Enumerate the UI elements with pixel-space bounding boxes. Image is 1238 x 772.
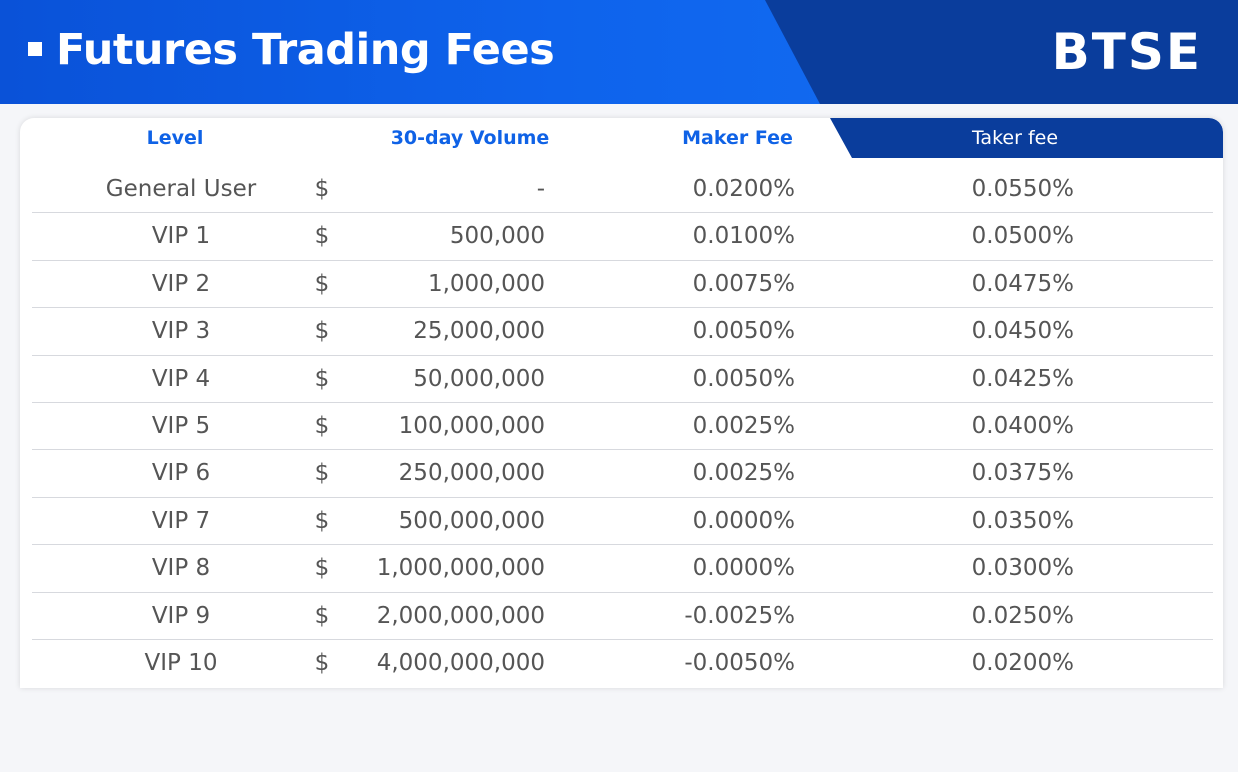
cell-currency: $ [314, 412, 330, 439]
column-header-volume: 30-day Volume [390, 127, 550, 149]
cell-volume: 500,000,000 [398, 507, 545, 534]
cell-level: VIP 6 [151, 460, 211, 487]
fee-table: Level 30-day Volume Maker Fee Taker fee … [20, 118, 1223, 688]
table-row: VIP 9 $ 2,000,000,000 -0.0025% 0.0250% [32, 593, 1213, 640]
cell-currency: $ [314, 460, 330, 487]
cell-volume: 100,000,000 [398, 412, 545, 439]
table-row: VIP 10 $ 4,000,000,000 -0.0050% 0.0200% [32, 640, 1213, 687]
cell-maker-fee: 0.0025% [692, 412, 795, 439]
table-row: VIP 8 $ 1,000,000,000 0.0000% 0.0300% [32, 545, 1213, 593]
brand-logo: BTSE [1051, 23, 1202, 81]
table-row: VIP 4 $ 50,000,000 0.0050% 0.0425% [32, 356, 1213, 403]
cell-taker-fee: 0.0500% [971, 223, 1074, 250]
cell-maker-fee: 0.0025% [692, 460, 795, 487]
cell-level: VIP 9 [151, 602, 211, 629]
cell-currency: $ [314, 555, 330, 582]
cell-maker-fee: 0.0100% [692, 223, 795, 250]
cell-maker-fee: 0.0075% [692, 270, 795, 297]
cell-volume: 1,000,000,000 [376, 555, 545, 582]
cell-taker-fee: 0.0375% [971, 460, 1074, 487]
cell-maker-fee: 0.0050% [692, 365, 795, 392]
cell-currency: $ [314, 507, 330, 534]
table-row: VIP 1 $ 500,000 0.0100% 0.0500% [32, 213, 1213, 261]
cell-volume: 500,000 [449, 223, 545, 250]
cell-taker-fee: 0.0475% [971, 270, 1074, 297]
cell-taker-fee: 0.0350% [971, 507, 1074, 534]
table-row: VIP 5 $ 100,000,000 0.0025% 0.0400% [32, 403, 1213, 451]
table-row: VIP 7 $ 500,000,000 0.0000% 0.0350% [32, 498, 1213, 546]
cell-level: VIP 7 [151, 507, 211, 534]
cell-volume: 25,000,000 [413, 318, 545, 345]
cell-currency: $ [314, 270, 330, 297]
column-header-level: Level [146, 127, 204, 149]
cell-maker-fee: 0.0050% [692, 318, 795, 345]
cell-level: VIP 8 [151, 555, 211, 582]
cell-currency: $ [314, 223, 330, 250]
table-row: VIP 6 $ 250,000,000 0.0025% 0.0375% [32, 450, 1213, 498]
cell-taker-fee: 0.0400% [971, 412, 1074, 439]
taker-header-tab [830, 118, 1223, 158]
cell-maker-fee: 0.0000% [692, 555, 795, 582]
cell-currency: $ [314, 649, 330, 676]
cell-volume: 4,000,000,000 [376, 649, 545, 676]
cell-volume: 50,000,000 [413, 365, 545, 392]
cell-level: VIP 5 [151, 412, 211, 439]
page-title: Futures Trading Fees [56, 25, 555, 75]
cell-level: VIP 2 [151, 270, 211, 297]
cell-maker-fee: -0.0050% [684, 649, 795, 676]
table-row: VIP 2 $ 1,000,000 0.0075% 0.0475% [32, 261, 1213, 309]
cell-level: VIP 10 [144, 649, 218, 676]
cell-taker-fee: 0.0250% [971, 602, 1074, 629]
cell-level: General User [105, 176, 257, 202]
cell-volume: 1,000,000 [427, 270, 545, 297]
cell-level: VIP 4 [151, 365, 211, 392]
table-body: General User $ - 0.0200% 0.0550% VIP 1 $… [32, 166, 1213, 687]
table-row: General User $ - 0.0200% 0.0550% [32, 166, 1213, 214]
cell-taker-fee: 0.0425% [971, 365, 1074, 392]
column-header-maker-fee: Maker Fee [682, 127, 793, 149]
cell-taker-fee: 0.0450% [971, 318, 1074, 345]
column-header-taker-fee: Taker fee [971, 127, 1059, 149]
cell-volume: 250,000,000 [398, 460, 545, 487]
cell-maker-fee: 0.0000% [692, 507, 795, 534]
cell-taker-fee: 0.0550% [971, 176, 1074, 202]
cell-currency: $ [314, 365, 330, 392]
cell-currency: $ [314, 318, 330, 345]
cell-volume: 2,000,000,000 [376, 602, 545, 629]
banner-dark-panel [765, 0, 1238, 104]
cell-level: VIP 1 [151, 223, 211, 250]
cell-taker-fee: 0.0200% [971, 649, 1074, 676]
cell-taker-fee: 0.0300% [971, 555, 1074, 582]
cell-maker-fee: -0.0025% [684, 602, 795, 629]
title-banner: Futures Trading Fees BTSE [0, 0, 1238, 104]
cell-currency: $ [314, 602, 330, 629]
square-bullet-icon [28, 42, 42, 56]
cell-volume: - [536, 176, 545, 202]
table-row: VIP 3 $ 25,000,000 0.0050% 0.0450% [32, 308, 1213, 356]
cell-currency: $ [314, 176, 330, 202]
cell-maker-fee: 0.0200% [692, 176, 795, 202]
cell-level: VIP 3 [151, 318, 211, 345]
